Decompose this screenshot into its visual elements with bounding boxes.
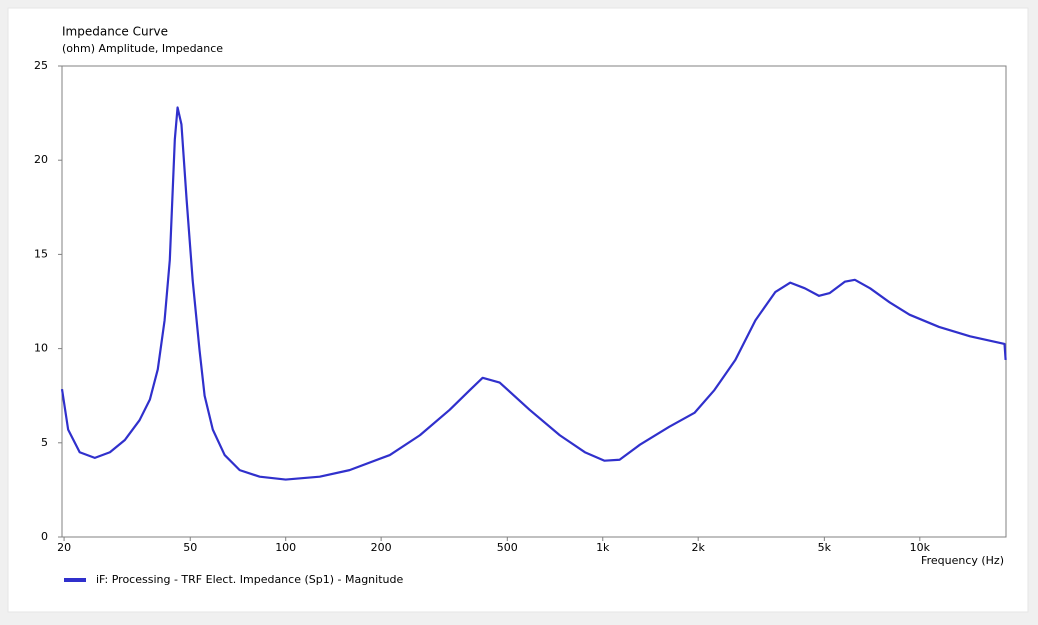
x-tick-label: 500	[497, 541, 518, 554]
x-tick-label: 100	[275, 541, 296, 554]
plot-area	[61, 65, 1007, 538]
x-tick-label: 2k	[692, 541, 706, 554]
x-tick-label: 20	[57, 541, 71, 554]
y-tick-label: 20	[34, 153, 48, 166]
x-axis-label: Frequency (Hz)	[921, 554, 1004, 567]
x-tick-label: 10k	[910, 541, 931, 554]
x-tick-label: 1k	[596, 541, 610, 554]
x-tick-label: 5k	[818, 541, 832, 554]
chart-title: Impedance Curve	[62, 25, 168, 39]
chart-subtitle: (ohm) Amplitude, Impedance	[62, 42, 223, 55]
x-tick-label: 200	[371, 541, 392, 554]
y-tick-label: 0	[41, 530, 48, 543]
x-tick-label: 50	[183, 541, 197, 554]
legend-label: iF: Processing - TRF Elect. Impedance (S…	[96, 573, 403, 586]
y-tick-label: 15	[34, 247, 48, 260]
chart-panel	[7, 7, 1029, 613]
data-line	[60, 106, 1007, 481]
y-tick-label: 10	[34, 342, 48, 355]
y-tick-label: 5	[41, 436, 48, 449]
y-tick-label: 25	[34, 59, 48, 72]
